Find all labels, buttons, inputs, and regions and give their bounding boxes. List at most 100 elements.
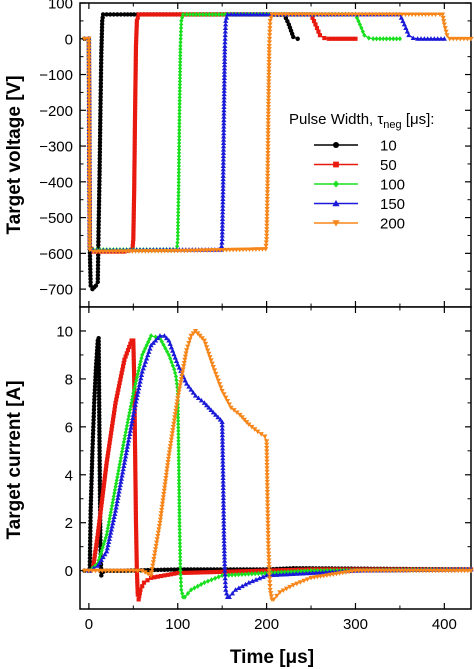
voltage-marker-200 [184, 248, 191, 254]
current-marker-10 [89, 475, 94, 480]
legend-title-main: Pulse Width, τ [289, 111, 383, 128]
current-marker-50 [103, 467, 108, 472]
current-marker-200 [167, 444, 173, 449]
voltage-marker-10 [291, 34, 296, 40]
voltage-marker-200 [266, 60, 272, 65]
voltage-marker-10 [98, 114, 103, 119]
current-marker-200 [150, 560, 156, 565]
voltage-marker-200 [178, 248, 184, 254]
voltage-marker-100 [177, 107, 182, 113]
current-marker-10 [87, 555, 93, 561]
voltage-marker-150 [221, 94, 227, 100]
current-marker-100 [176, 467, 181, 474]
current-marker-200 [297, 580, 303, 585]
voltage-marker-100 [177, 69, 183, 75]
voltage-marker-200 [243, 247, 249, 253]
voltage-marker-50 [132, 118, 138, 123]
voltage-marker-100 [176, 176, 181, 182]
voltage-marker-200 [352, 12, 359, 18]
voltage-marker-100 [177, 75, 183, 81]
voltage-marker-10 [97, 185, 102, 191]
voltage-marker-200 [256, 247, 262, 252]
voltage-marker-200 [292, 12, 299, 18]
voltage-marker-100 [181, 11, 186, 18]
current-marker-150 [144, 355, 150, 361]
voltage-marker-150 [221, 107, 227, 113]
current-marker-150 [139, 369, 145, 374]
voltage-marker-200 [264, 233, 270, 239]
voltage-marker-200 [266, 66, 272, 72]
voltage-marker-200 [266, 82, 272, 88]
voltage-marker-10 [95, 259, 101, 264]
current-marker-200 [178, 376, 184, 382]
current-marker-200 [468, 568, 474, 574]
current-marker-10 [91, 421, 96, 426]
voltage-marker-50 [162, 12, 167, 17]
voltage-marker-150 [220, 147, 227, 152]
current-marker-100 [126, 413, 131, 419]
voltage-marker-100 [362, 32, 367, 38]
current-marker-50 [132, 445, 138, 450]
current-marker-100 [111, 496, 116, 503]
current-marker-150 [195, 395, 202, 401]
current-marker-50 [110, 420, 115, 425]
current-marker-150 [172, 355, 178, 360]
current-marker-10 [89, 461, 95, 467]
time-x-tick-label: 0 [85, 616, 93, 633]
current-marker-50 [211, 569, 217, 575]
voltage-marker-50 [131, 200, 137, 205]
current-marker-50 [134, 534, 139, 539]
voltage-marker-100 [359, 25, 364, 31]
current-marker-50 [288, 567, 293, 573]
current-y-tick-label: 8 [65, 371, 73, 388]
voltage-marker-10 [111, 12, 116, 17]
voltage-marker-10 [108, 12, 113, 17]
voltage-marker-10 [128, 12, 134, 17]
voltage-marker-200 [87, 208, 93, 214]
current-marker-10 [96, 345, 101, 351]
voltage-marker-200 [396, 12, 402, 18]
current-marker-150 [111, 514, 117, 519]
current-marker-200 [183, 351, 189, 356]
voltage-marker-200 [265, 98, 272, 104]
voltage-marker-200 [86, 92, 92, 97]
voltage-marker-200 [329, 12, 335, 18]
voltage-marker-200 [266, 43, 272, 49]
voltage-marker-200 [265, 170, 271, 176]
current-marker-50 [135, 585, 140, 590]
voltage-marker-10 [96, 209, 102, 214]
voltage-marker-10 [88, 283, 93, 288]
current-marker-100 [279, 569, 284, 575]
current-marker-50 [137, 594, 142, 599]
current-marker-150 [104, 545, 110, 551]
current-marker-150 [114, 501, 120, 507]
voltage-marker-200 [265, 101, 272, 107]
voltage-marker-50 [333, 36, 338, 41]
voltage-marker-10 [104, 12, 109, 17]
current-marker-100 [177, 493, 182, 500]
current-marker-50 [98, 513, 103, 518]
voltage-marker-200 [265, 177, 271, 182]
current-marker-200 [162, 485, 168, 491]
current-marker-50 [234, 569, 240, 574]
current-marker-10 [92, 397, 97, 402]
current-marker-150 [190, 390, 196, 395]
voltage-marker-150 [220, 169, 226, 175]
voltage-marker-10 [98, 77, 104, 83]
voltage-marker-200 [440, 15, 446, 21]
current-marker-100 [338, 567, 343, 574]
current-marker-150 [242, 581, 249, 587]
current-marker-150 [222, 571, 228, 577]
voltage-marker-200 [86, 72, 92, 78]
current-marker-10 [93, 377, 98, 383]
voltage-marker-200 [356, 12, 362, 18]
current-marker-10 [96, 400, 102, 405]
current-marker-150 [127, 428, 133, 433]
voltage-marker-150 [220, 166, 226, 172]
current-marker-100 [176, 431, 181, 437]
current-marker-150 [120, 469, 126, 475]
current-marker-10 [97, 461, 102, 467]
current-marker-100 [178, 561, 183, 567]
current-marker-200 [274, 593, 280, 599]
current-marker-50 [215, 569, 220, 575]
